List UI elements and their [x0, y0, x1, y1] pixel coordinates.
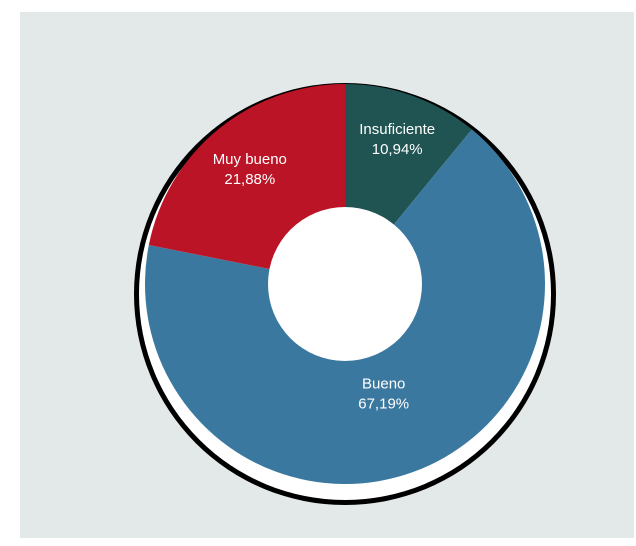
slice-label-muy-bueno: Muy bueno — [213, 151, 287, 168]
slice-value-insuficiente: 10,94% — [372, 141, 423, 158]
slice-value-bueno: 67,19% — [358, 395, 409, 412]
slice-label-bueno: Bueno — [362, 375, 405, 392]
slice-label-insuficiente: Insuficiente — [359, 121, 435, 138]
slice-value-muy-bueno: 21,88% — [224, 171, 275, 188]
donut-hole — [268, 207, 422, 361]
